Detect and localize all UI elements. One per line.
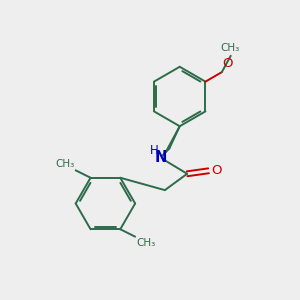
Text: CH₃: CH₃ xyxy=(220,44,240,53)
Text: H: H xyxy=(149,144,158,158)
Text: CH₃: CH₃ xyxy=(55,159,74,169)
Text: O: O xyxy=(211,164,221,177)
Text: O: O xyxy=(222,57,233,70)
Text: N: N xyxy=(154,150,167,165)
Text: CH₃: CH₃ xyxy=(136,238,156,248)
